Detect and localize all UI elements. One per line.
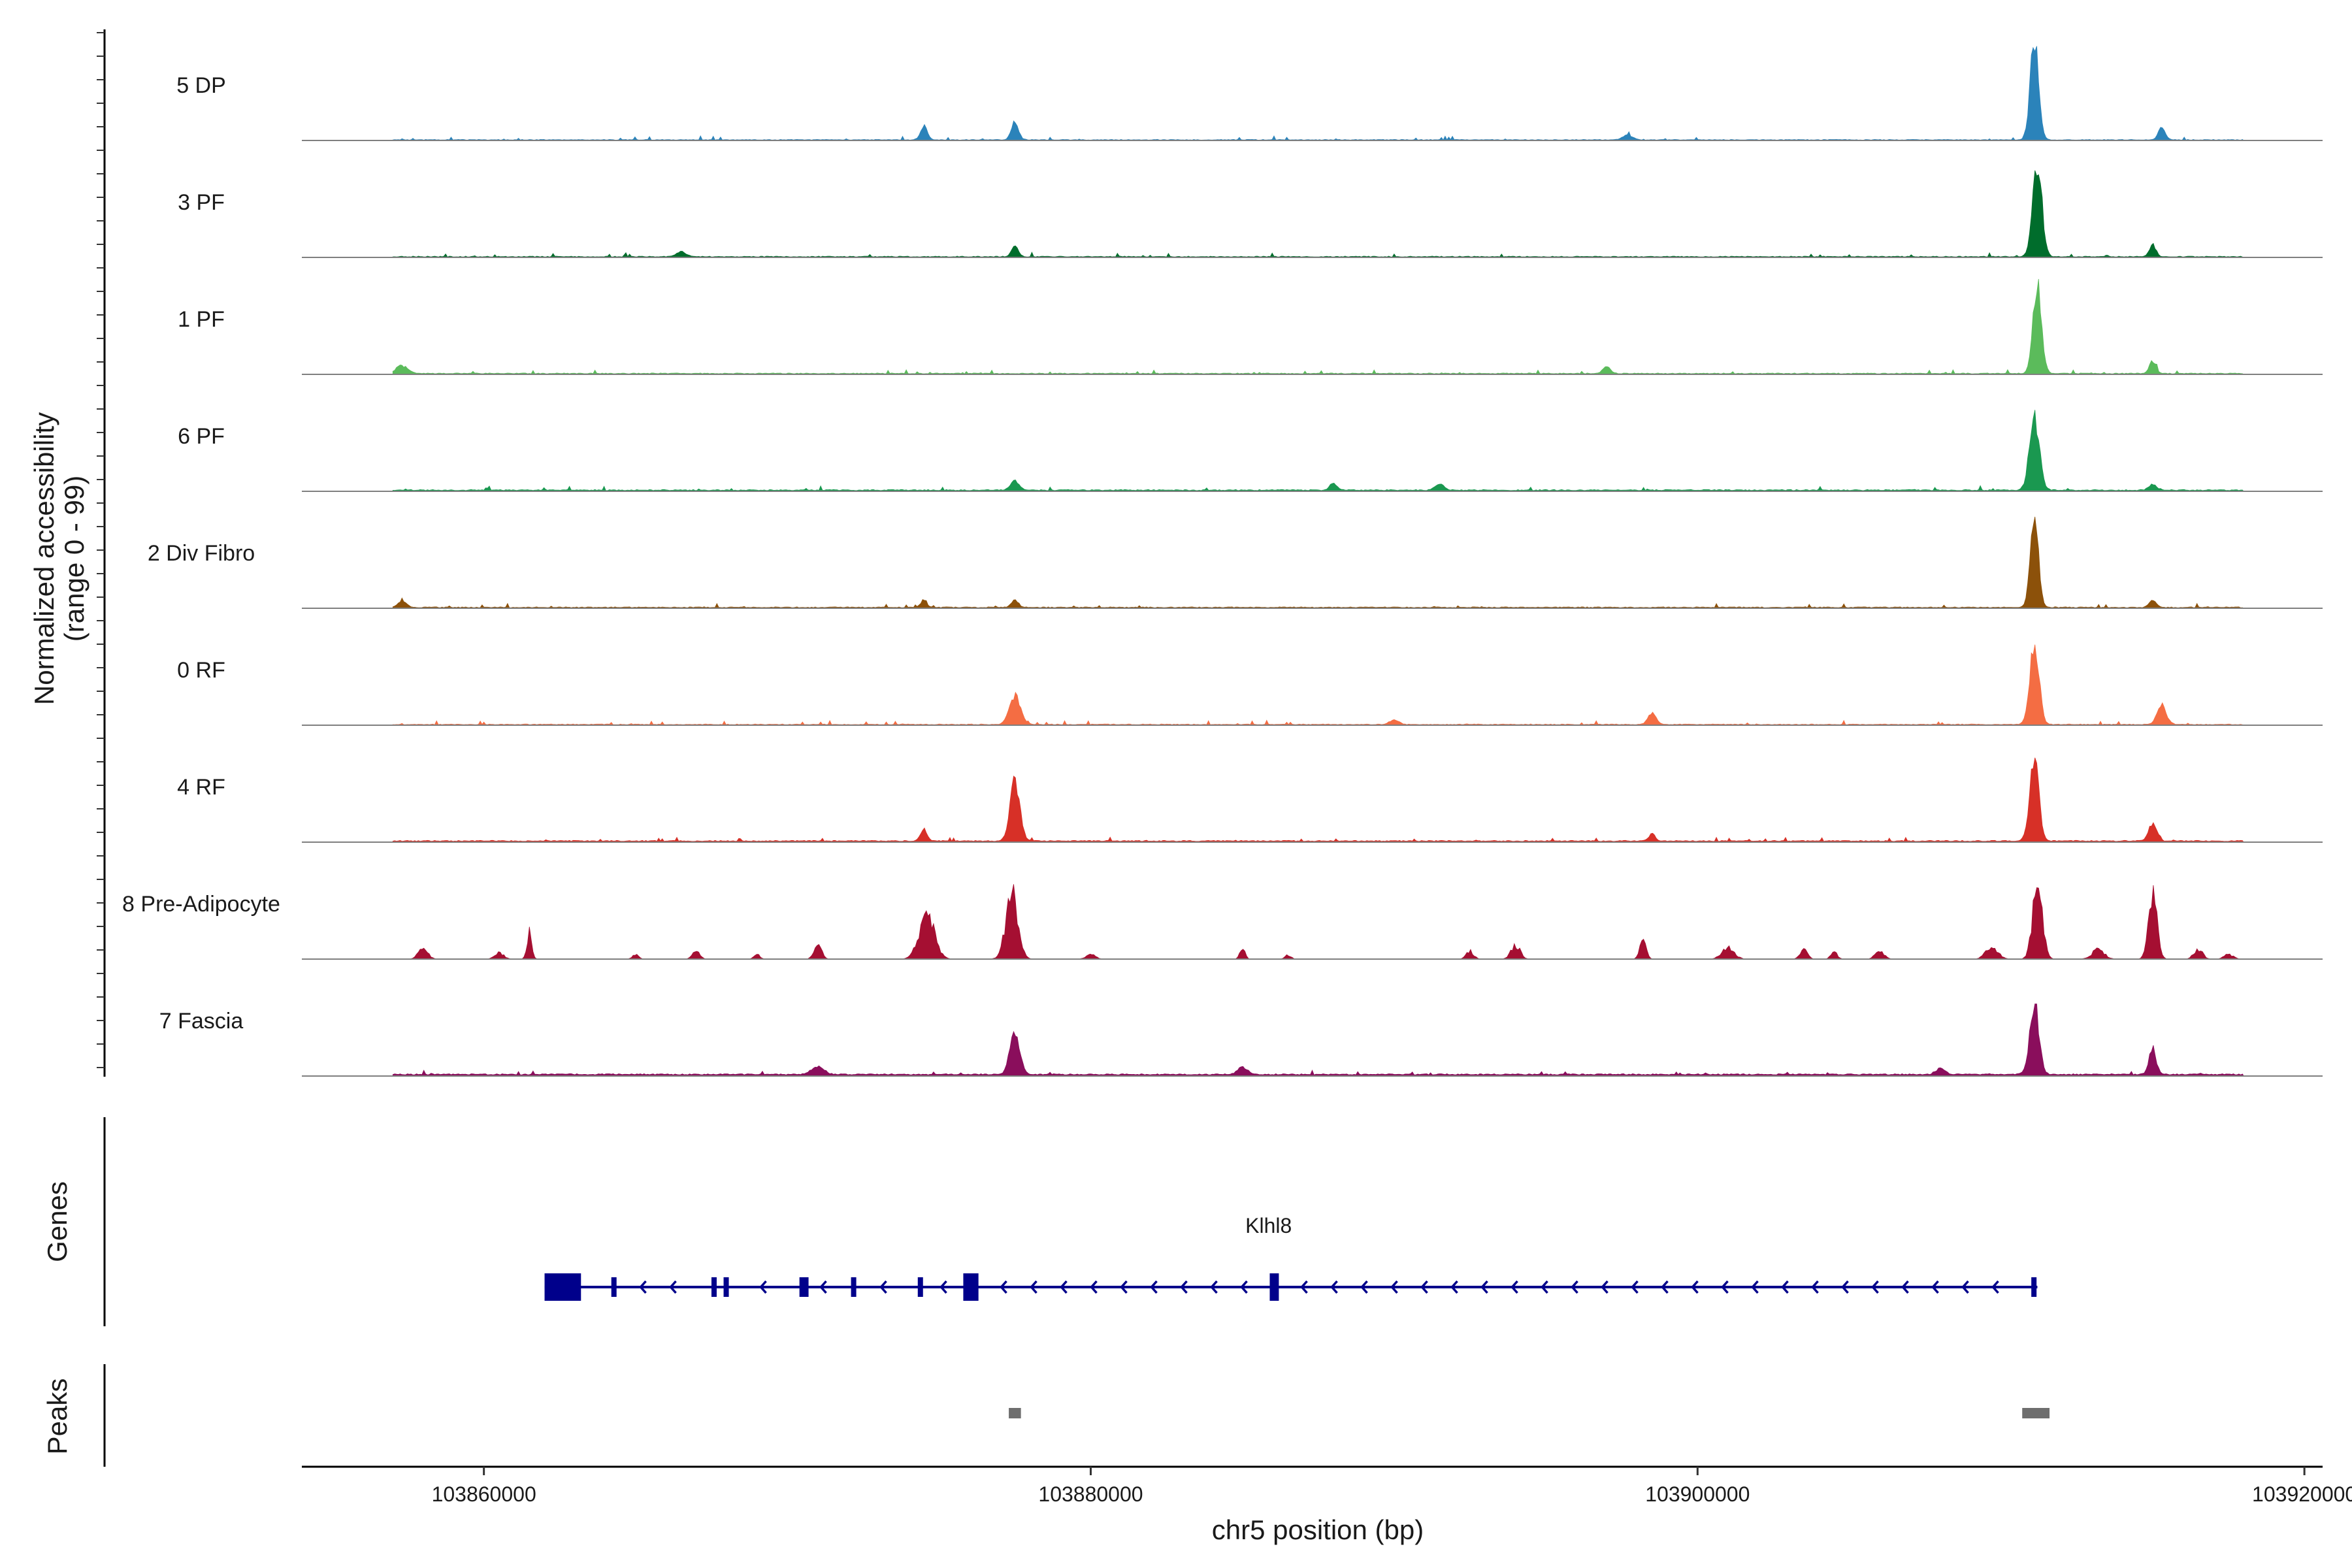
genes-panel-title: Genes: [42, 1181, 73, 1262]
gene-exon: [544, 1273, 581, 1301]
x-axis-title: chr5 position (bp): [1212, 1514, 1424, 1545]
track-label: 7 Fascia: [159, 1009, 244, 1034]
strand-arrow: [1961, 1280, 1969, 1294]
strand-arrow: [1120, 1280, 1128, 1294]
gene-exon: [963, 1273, 979, 1301]
track-7-fascia: 7 Fascia: [159, 1004, 2323, 1077]
strand-arrow: [1841, 1280, 1849, 1294]
gene-exon: [611, 1277, 617, 1297]
strand-arrow: [1210, 1280, 1218, 1294]
peaks-panel-title: Peaks: [42, 1379, 73, 1455]
peak-region: [2022, 1408, 2050, 1418]
strand-arrow: [1240, 1280, 1248, 1294]
strand-arrow: [1901, 1280, 1909, 1294]
strand-arrow: [1360, 1280, 1368, 1294]
track-label: 4 RF: [177, 775, 225, 800]
strand-arrow: [759, 1280, 767, 1294]
coverage-area: [392, 46, 2245, 141]
strand-arrow: [1000, 1280, 1007, 1294]
gene-exon: [917, 1277, 923, 1297]
x-tick-label: 103880000: [1038, 1482, 1143, 1506]
strand-arrow: [1300, 1280, 1308, 1294]
track-label: 2 Div Fibro: [148, 541, 255, 566]
strand-arrow: [1180, 1280, 1188, 1294]
strand-arrow: [1871, 1280, 1879, 1294]
coverage-area: [392, 644, 2244, 726]
track-3-pf: 3 PF: [178, 170, 2323, 258]
coverage-panel: 5 DP 3 PF 1 PF 6 PF 2 Div Fibro 0 RF 4 RF 8 Pre…: [97, 29, 2323, 1077]
coverage-area: [392, 516, 2244, 609]
coverage-area: [392, 757, 2245, 843]
strand-arrow: [1420, 1280, 1428, 1294]
strand-arrow: [1571, 1280, 1578, 1294]
strand-arrow: [1931, 1280, 1939, 1294]
track-1-pf: 1 PF: [178, 279, 2323, 375]
strand-arrow: [1541, 1280, 1548, 1294]
strand-arrow: [1811, 1280, 1819, 1294]
peak-region: [1009, 1408, 1021, 1418]
coverage-area: [392, 279, 2245, 375]
coverage-area: [393, 884, 2244, 960]
track-5-dp: 5 DP: [176, 46, 2323, 141]
track-label: 1 PF: [178, 307, 225, 332]
x-tick-label: 103900000: [1645, 1482, 1750, 1506]
strand-arrow: [1030, 1280, 1037, 1294]
strand-arrow: [1781, 1280, 1789, 1294]
strand-arrow: [1390, 1280, 1398, 1294]
y-axis-title-line2: (range 0 - 99): [59, 476, 90, 642]
strand-arrow: [1601, 1280, 1609, 1294]
strand-arrow: [1060, 1280, 1068, 1294]
strand-arrow: [1330, 1280, 1338, 1294]
strand-arrow: [669, 1280, 677, 1294]
genes-panel: Klhl8: [103, 1117, 2038, 1326]
strand-arrow: [819, 1280, 827, 1294]
strand-arrow: [1450, 1280, 1458, 1294]
strand-arrow: [1661, 1280, 1669, 1294]
strand-arrow: [1480, 1280, 1488, 1294]
strand-arrow: [879, 1280, 887, 1294]
track-8-pre-adipocyte: 8 Pre-Adipocyte: [122, 884, 2323, 960]
coverage-area: [392, 1004, 2245, 1077]
strand-arrow: [939, 1280, 947, 1294]
track-label: 6 PF: [178, 424, 225, 449]
y-axis-title-line1: Normalized accessibility: [29, 412, 59, 705]
track-label: 0 RF: [177, 658, 225, 683]
gene-exon: [1269, 1273, 1279, 1301]
coverage-area: [392, 410, 2245, 492]
strand-arrow: [1090, 1280, 1098, 1294]
x-tick-label: 103920000: [2252, 1482, 2352, 1506]
strand-arrow: [1691, 1280, 1699, 1294]
strand-arrow: [1511, 1280, 1518, 1294]
peaks-panel: [103, 1364, 2050, 1467]
gene-name-label: Klhl8: [1245, 1214, 1292, 1237]
track-4-rf: 4 RF: [177, 757, 2323, 843]
gene-exon: [723, 1277, 729, 1297]
track-label: 8 Pre-Adipocyte: [122, 892, 280, 917]
strand-arrow: [1721, 1280, 1729, 1294]
strand-arrow: [1150, 1280, 1158, 1294]
gene-exon: [799, 1277, 809, 1297]
strand-arrow: [1991, 1280, 1999, 1294]
x-tick-label: 103860000: [432, 1482, 536, 1506]
gene-exon: [2031, 1277, 2037, 1297]
strand-arrow: [1631, 1280, 1639, 1294]
strand-arrow: [639, 1280, 647, 1294]
strand-arrow: [1751, 1280, 1759, 1294]
x-axis: 103860000 103880000 103900000 103920000: [302, 1465, 2352, 1506]
track-2-div-fibro: 2 Div Fibro: [148, 516, 2323, 609]
coverage-area: [392, 170, 2244, 258]
track-0-rf: 0 RF: [177, 644, 2323, 726]
track-label: 5 DP: [176, 73, 226, 98]
gene-exon: [711, 1277, 717, 1297]
gene-exon: [851, 1277, 857, 1297]
track-label: 3 PF: [178, 190, 225, 215]
track-6-pf: 6 PF: [178, 410, 2323, 492]
